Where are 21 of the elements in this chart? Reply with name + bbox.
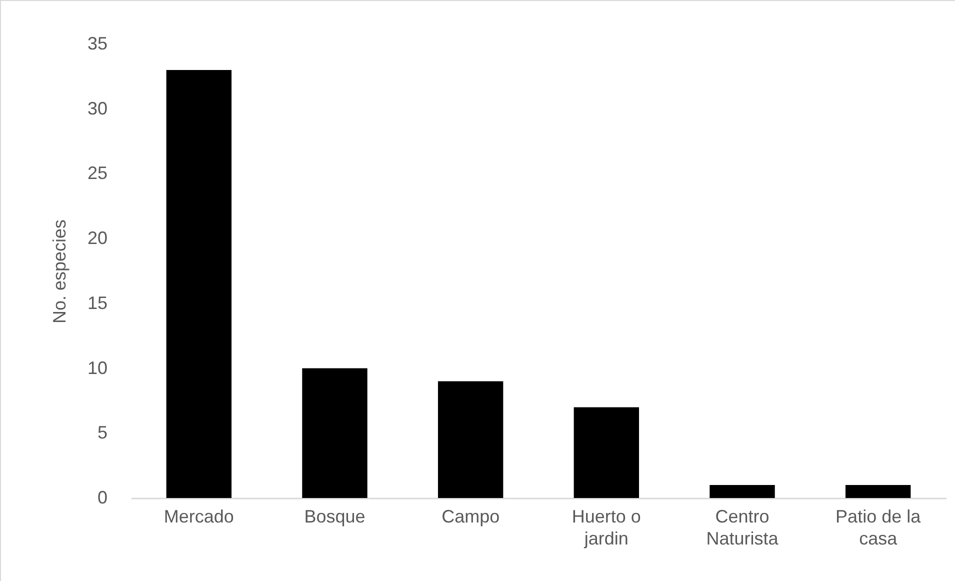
- bar: [438, 381, 504, 498]
- x-tick-label: Patio de la casa: [836, 506, 922, 548]
- y-tick-label: 10: [87, 358, 108, 378]
- y-tick-label: 35: [87, 34, 108, 54]
- y-tick-label: 15: [87, 292, 108, 313]
- x-tick-label: Huerto o jardin: [572, 506, 641, 548]
- bar: [166, 70, 232, 498]
- bar: [710, 485, 775, 498]
- y-tick-label: 25: [87, 163, 108, 184]
- y-tick-label: 20: [87, 228, 108, 248]
- bar: [845, 485, 911, 498]
- bar: [574, 407, 640, 498]
- x-tick-label: Mercado: [164, 506, 234, 526]
- x-tick-label: Bosque: [304, 506, 366, 526]
- y-tick-label: 30: [87, 98, 108, 118]
- y-axis-title: No. especies: [49, 219, 70, 324]
- x-tick-label: Campo: [442, 506, 500, 526]
- y-tick-label: 5: [97, 422, 108, 443]
- y-tick-label: 0: [97, 488, 108, 508]
- x-tick-label: Centro Naturista: [706, 506, 780, 548]
- bar: [302, 368, 368, 498]
